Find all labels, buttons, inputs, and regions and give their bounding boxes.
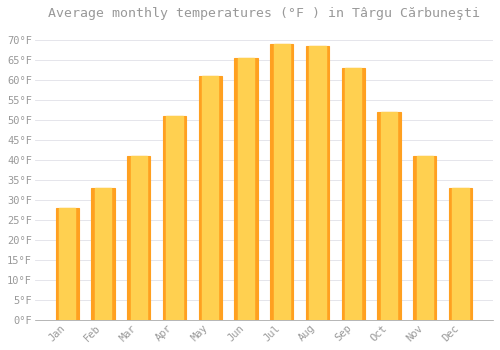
Bar (274, 44, 290, 320)
Bar (198, 76, 222, 320)
Bar (378, 112, 400, 320)
Bar (381, 112, 397, 320)
Bar (416, 156, 433, 320)
Bar (310, 46, 326, 320)
Bar (449, 188, 472, 320)
Bar (95, 188, 111, 320)
Bar (166, 116, 182, 320)
Bar (130, 156, 147, 320)
Bar (345, 68, 362, 320)
Bar (127, 156, 150, 320)
Bar (270, 44, 293, 320)
Bar (413, 156, 436, 320)
Bar (163, 116, 186, 320)
Bar (345, 68, 362, 320)
Bar (92, 188, 114, 320)
Bar (56, 208, 79, 320)
Bar (202, 76, 218, 320)
Bar (238, 58, 254, 320)
Bar (306, 46, 329, 320)
Bar (234, 58, 258, 320)
Bar (274, 44, 290, 320)
Bar (342, 68, 365, 320)
Bar (310, 46, 326, 320)
Bar (166, 116, 182, 320)
Bar (238, 58, 254, 320)
Bar (452, 188, 468, 320)
Bar (416, 156, 433, 320)
Title: Average monthly temperatures (°F ) in Târgu Cărbuneşti: Average monthly temperatures (°F ) in Tâ… (48, 7, 480, 20)
Bar (95, 188, 111, 320)
Bar (202, 76, 218, 320)
Bar (59, 208, 76, 320)
Bar (452, 188, 468, 320)
Bar (130, 156, 147, 320)
Bar (381, 112, 397, 320)
Bar (59, 208, 76, 320)
